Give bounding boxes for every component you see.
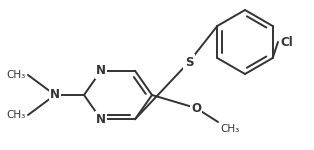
Text: N: N: [50, 88, 60, 102]
Text: N: N: [96, 64, 106, 77]
Text: Cl: Cl: [280, 36, 293, 48]
Text: CH₃: CH₃: [7, 110, 26, 120]
Text: S: S: [185, 56, 193, 69]
Text: CH₃: CH₃: [220, 124, 239, 134]
Text: CH₃: CH₃: [7, 70, 26, 80]
Text: N: N: [96, 113, 106, 126]
Text: O: O: [191, 102, 201, 114]
